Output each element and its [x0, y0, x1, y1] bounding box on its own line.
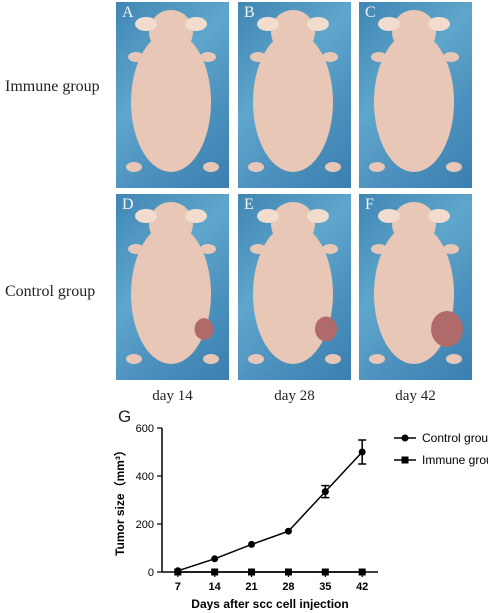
- x-axis-label: Days after scc cell injection: [191, 597, 348, 610]
- x-tick-label: 21: [245, 581, 257, 593]
- data-point-control: [211, 555, 219, 563]
- photo-panel-d: D: [116, 194, 229, 380]
- y-tick-label: 200: [136, 519, 154, 531]
- x-tick-label: 14: [209, 581, 222, 593]
- x-tick-label: 35: [319, 581, 331, 593]
- mouse-image: [369, 10, 462, 172]
- row-label-immune: Immune group: [5, 78, 100, 95]
- x-tick-label: 42: [356, 581, 368, 593]
- panel-letter-d: D: [122, 196, 134, 213]
- data-point-immune: [174, 568, 182, 576]
- row-label-control: Control group: [5, 283, 96, 300]
- legend-label: Immune group: [422, 453, 488, 467]
- y-tick-label: 600: [136, 423, 154, 435]
- data-point-immune: [248, 568, 256, 576]
- panel-letter-b: B: [244, 4, 255, 21]
- y-axis-label: Tumor size（mm³）: [112, 444, 127, 556]
- x-tick-label: 7: [175, 581, 181, 593]
- data-point-immune: [321, 568, 329, 576]
- day-label-28: day 28: [274, 388, 315, 404]
- panel-letter-c: C: [365, 4, 376, 21]
- tumor-mark: [194, 318, 214, 340]
- data-point-immune: [358, 568, 366, 576]
- panel-letter-e: E: [244, 196, 254, 213]
- y-tick-label: 0: [148, 567, 154, 579]
- legend-marker-circle: [401, 434, 409, 442]
- x-tick-label: 28: [282, 581, 294, 593]
- data-point-control: [284, 527, 292, 535]
- data-point-immune: [284, 568, 292, 576]
- series-line-1: [177, 451, 363, 572]
- photo-panel-f: F: [359, 194, 472, 380]
- tumor-size-chart: 0 200 400 600 7 14 21 28 35 42 Days after scc cell…: [112, 423, 488, 610]
- legend-label: Control group: [422, 431, 488, 445]
- panel-letter-g: G: [118, 407, 132, 426]
- mouse-image: [248, 202, 341, 364]
- data-point-control: [321, 488, 329, 496]
- tumor-mark: [315, 316, 337, 342]
- mouse-image: [126, 202, 219, 364]
- legend-marker-square: [401, 456, 409, 464]
- photo-panel-e: E: [238, 194, 351, 380]
- mouse-image: [369, 202, 463, 364]
- photo-panel-b: B: [238, 2, 351, 188]
- panel-letter-f: F: [365, 196, 374, 213]
- data-point-control: [248, 540, 256, 548]
- mouse-image: [248, 10, 341, 172]
- mouse-image: [126, 10, 219, 172]
- day-label-14: day 14: [152, 388, 193, 404]
- photo-panel-a: A: [116, 2, 229, 188]
- tumor-mark: [431, 311, 463, 347]
- day-label-42: day 42: [395, 388, 436, 404]
- data-point-immune: [211, 568, 219, 576]
- panel-letter-a: A: [122, 4, 134, 21]
- data-point-control: [358, 448, 366, 456]
- y-tick-label: 400: [136, 471, 154, 483]
- photo-panel-c: C: [359, 2, 472, 188]
